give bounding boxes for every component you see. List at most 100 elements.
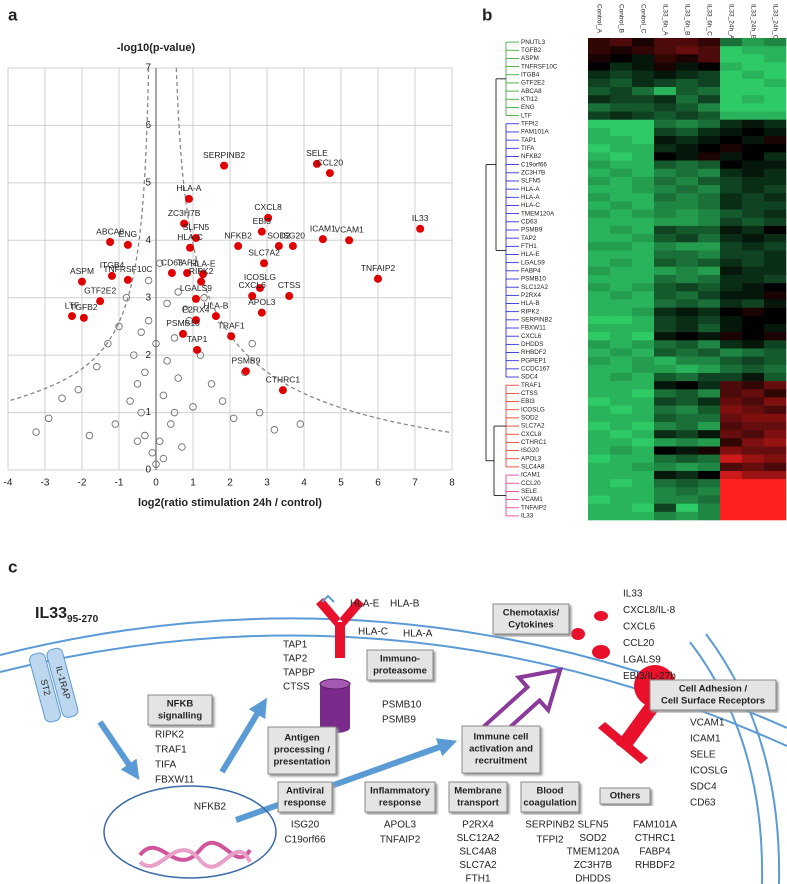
heatmap-cell	[742, 479, 765, 488]
data-point	[260, 259, 269, 268]
heatmap-cell	[654, 454, 677, 464]
heatmap-cell	[676, 413, 699, 423]
heatmap-cell	[764, 62, 787, 71]
threshold-curve	[175, 67, 453, 434]
row-label: ABCA8	[521, 88, 542, 95]
category-title: coagulation	[523, 798, 577, 809]
hla-label: HLA-B	[390, 599, 420, 610]
heatmap-cell	[764, 430, 787, 439]
row-label: HLA-A	[521, 186, 540, 193]
heatmap-cell	[742, 446, 765, 455]
gene-label: CXCL8/IL-8	[623, 605, 676, 616]
heatmap-cell	[764, 438, 787, 447]
gene-label: SLFN5	[577, 820, 609, 831]
heatmap-cell	[588, 299, 611, 308]
heatmap-cell	[764, 168, 787, 178]
data-point	[141, 368, 149, 377]
data-point	[106, 238, 115, 247]
heatmap-cell	[610, 430, 633, 439]
point-label: PSMB10	[166, 318, 200, 328]
row-label: LGALS9	[521, 259, 545, 266]
heatmap-cell	[720, 250, 743, 259]
heatmap-cell	[610, 127, 633, 137]
heatmap-cell	[654, 421, 677, 431]
heatmap-cell	[588, 46, 611, 55]
heatmap-cell	[676, 193, 699, 202]
heatmap-cell	[632, 340, 655, 349]
heatmap-cell	[764, 381, 787, 390]
heatmap-cell	[610, 242, 633, 251]
point-label: LGALS9	[180, 283, 212, 293]
heatmap-cell	[676, 421, 699, 431]
data-point	[167, 269, 176, 278]
heatmap-cell	[588, 87, 611, 96]
row-label: CD63	[521, 218, 538, 225]
heatmap-cell	[764, 299, 787, 308]
data-point	[248, 339, 256, 348]
heatmap-cell	[720, 389, 743, 398]
heatmap-cell	[676, 111, 699, 120]
heatmap-cell	[698, 430, 721, 439]
heatmap-cell	[676, 372, 699, 382]
gene-label: PSMB10	[382, 700, 422, 711]
gene-label: P2RX4	[462, 820, 494, 831]
point-label: ICAM1	[310, 223, 336, 233]
y-tick-label: 6	[145, 120, 151, 131]
heatmap-cell	[632, 291, 655, 300]
heatmap-cell	[742, 87, 765, 96]
heatmap-cell	[654, 234, 677, 243]
heatmap-cell	[610, 462, 633, 472]
category-box	[520, 781, 580, 813]
heatmap-cell	[742, 62, 765, 71]
heatmap-cell	[720, 470, 743, 480]
heatmap-cell	[764, 397, 787, 406]
category-title: Antiviral	[286, 786, 324, 797]
point-label: TNFAIP2	[361, 263, 396, 273]
heatmap-cell	[588, 209, 611, 219]
heatmap-cell	[654, 389, 677, 398]
heatmap-cell	[742, 348, 765, 357]
point-label: TAP1	[187, 334, 208, 344]
heatmap-cell	[720, 46, 743, 55]
gene-label: TRAF1	[155, 745, 187, 756]
heatmap-cell	[720, 168, 743, 178]
data-point	[270, 426, 279, 434]
column-label: Control_A	[595, 4, 602, 34]
heatmap-cell	[742, 470, 765, 480]
point-label: PSMB9	[231, 355, 260, 365]
heatmap-cell	[588, 70, 611, 80]
heatmap-cell	[742, 372, 765, 382]
heatmap-cell	[742, 119, 765, 129]
heatmap-cell	[654, 511, 677, 521]
gene-label: TAP2	[283, 654, 308, 665]
heatmap-cell	[654, 193, 677, 202]
heatmap-cell	[698, 217, 721, 227]
heatmap-cell	[676, 438, 699, 447]
cytokine-dot	[594, 611, 608, 621]
category-title: response	[284, 798, 326, 809]
heatmap-cell	[654, 381, 677, 390]
heatmap-cell	[742, 70, 765, 80]
heatmap-cell	[720, 274, 743, 284]
heatmap-cell	[720, 283, 743, 292]
x-tick-label: 4	[301, 478, 307, 489]
point-label: CXCL8	[254, 202, 282, 212]
row-label: HLA-C	[521, 202, 540, 209]
data-point	[257, 308, 266, 317]
heatmap-cell	[698, 144, 721, 153]
heatmap-cell	[742, 250, 765, 259]
heatmap-cell	[742, 413, 765, 423]
heatmap-cell	[720, 209, 743, 219]
heatmap-cell	[654, 225, 677, 235]
data-point	[85, 431, 94, 440]
heatmap-cell	[698, 397, 721, 406]
heatmap-cell	[698, 119, 721, 129]
row-label: SELE	[521, 488, 537, 495]
heatmap-cell	[632, 348, 655, 357]
membrane-arc	[689, 641, 764, 884]
x-tick-label: 8	[449, 478, 455, 489]
heatmap-cell	[588, 479, 611, 488]
y-tick-label: 3	[145, 292, 151, 303]
heatmap-cell	[632, 381, 655, 390]
heatmap-cell	[654, 495, 677, 504]
